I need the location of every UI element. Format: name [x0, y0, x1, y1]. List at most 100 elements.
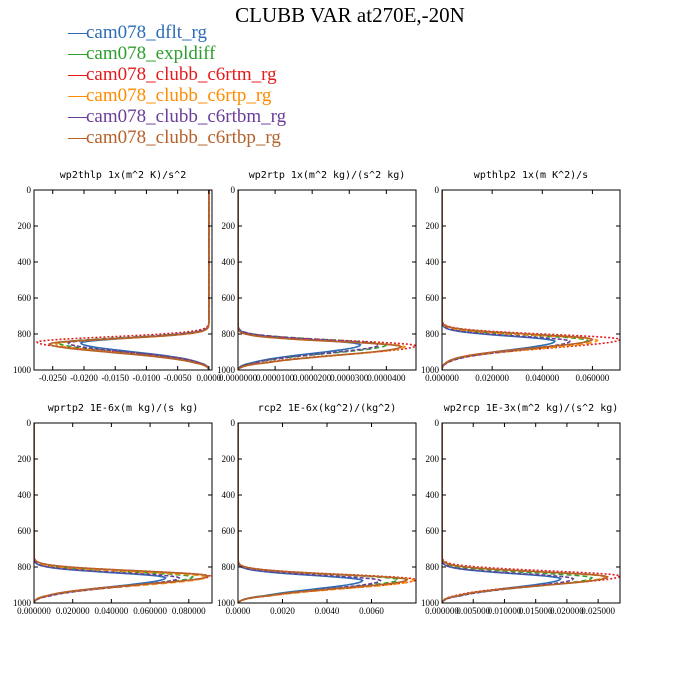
series-line — [442, 190, 599, 370]
legend-item: —cam078_clubb_c6rtbm_rg — [68, 106, 286, 127]
x-tick-label: 0.025000 — [581, 606, 615, 616]
legend-label: cam078_clubb_c6rtbp_rg — [86, 127, 281, 148]
chart-title: wprtp2 1E-6x(m kg)/(s kg) — [48, 403, 199, 414]
y-tick-label: 0 — [231, 185, 236, 195]
legend-item: —cam078_expldiff — [68, 43, 286, 64]
series-line — [238, 190, 362, 370]
series-line — [442, 423, 575, 603]
y-tick-label: 1000 — [421, 598, 440, 608]
series-line — [34, 423, 195, 603]
legend-item: —cam078_clubb_c6rtbp_rg — [68, 127, 286, 148]
y-tick-label: 800 — [426, 562, 440, 572]
x-tick-label: 0.010000 — [488, 606, 522, 616]
x-tick-label: 0.0000100 — [256, 373, 295, 383]
series-line — [34, 423, 210, 603]
x-tick-label: 0.0000000 — [219, 373, 258, 383]
x-tick-label: 0.040000 — [95, 606, 129, 616]
y-tick-label: 800 — [426, 329, 440, 339]
chart-title: rcp2 1E-6x(kg^2)/(kg^2) — [258, 403, 396, 414]
legend-item: —cam078_dflt_rg — [68, 22, 286, 43]
figure-title: CLUBB VAR at270E,-20N — [235, 3, 465, 27]
series-group — [35, 190, 210, 370]
chart-panel-6: wp2rcp 1E-3x(m^2 kg)/(s^2 kg) 0 200 400 600 8… — [421, 403, 621, 616]
y-tick-label: 600 — [18, 293, 32, 303]
y-tick-label: 600 — [426, 526, 440, 536]
x-tick-label: -0.0050 — [164, 373, 192, 383]
chart-panel-5: rcp2 1E-6x(kg^2)/(kg^2) 0 200 400 600 800 1000… — [217, 403, 417, 616]
legend-label: cam078_clubb_c6rtm_rg — [86, 64, 277, 85]
x-tick-label: 0.0000 — [226, 606, 251, 616]
y-tick-label: 200 — [18, 221, 32, 231]
series-line — [54, 190, 210, 370]
x-tick-label: 0.020000 — [475, 373, 509, 383]
x-tick-label: 0.060000 — [576, 373, 610, 383]
y-tick-label: 0 — [231, 418, 236, 428]
x-tick-label: 0.0000200 — [293, 373, 332, 383]
series-line — [67, 190, 210, 370]
series-line — [34, 423, 167, 603]
series-line — [442, 190, 556, 370]
y-tick-label: 200 — [426, 454, 440, 464]
plot-frame — [441, 422, 621, 604]
legend-item: —cam078_clubb_c6rtm_rg — [68, 64, 286, 85]
y-tick-label: 600 — [18, 526, 32, 536]
series-group — [442, 190, 620, 370]
series-line — [238, 190, 407, 370]
x-tick-label: 0.020000 — [56, 606, 90, 616]
x-tick-label: 0.000000 — [425, 606, 459, 616]
series-line — [79, 190, 210, 370]
chart-panel-2: wp2rtp 1x(m^2 kg)/(s^2 kg) 0 200 400 600 800 1… — [217, 170, 417, 383]
series-line — [238, 190, 381, 370]
x-tick-label: -0.0100 — [133, 373, 161, 383]
x-tick-label: 0.0040 — [315, 606, 340, 616]
y-tick-label: 400 — [222, 257, 236, 267]
chart-title: wp2thlp 1x(m^2 K)/s^2 — [60, 170, 186, 181]
series-line — [238, 423, 382, 603]
x-tick-label: 0.0060 — [359, 606, 384, 616]
series-line — [442, 190, 572, 370]
x-tick-label: 0.015000 — [519, 606, 553, 616]
series-line — [238, 190, 416, 370]
y-tick-label: 200 — [222, 454, 236, 464]
legend: —cam078_dflt_rg —cam078_expldiff —cam078_c… — [68, 22, 286, 148]
series-line — [442, 190, 594, 370]
chart-panel-4: wprtp2 1E-6x(m kg)/(s kg) 0 200 400 600 800 10… — [13, 403, 213, 616]
x-tick-label: 0.060000 — [133, 606, 167, 616]
y-tick-label: 600 — [222, 293, 236, 303]
x-tick-label: 0.0020 — [270, 606, 295, 616]
x-tick-label: -0.0200 — [70, 373, 98, 383]
y-tick-label: 600 — [222, 526, 236, 536]
series-line — [442, 423, 609, 603]
legend-label: cam078_clubb_c6rtbm_rg — [86, 106, 287, 127]
series-group — [238, 423, 416, 603]
y-tick-label: 1000 — [13, 598, 32, 608]
series-line — [238, 423, 409, 603]
legend-item: —cam078_clubb_c6rtp_rg — [68, 85, 286, 106]
y-tick-label: 1000 — [421, 365, 440, 375]
y-tick-label: 800 — [222, 562, 236, 572]
series-group — [34, 423, 212, 603]
y-tick-label: 0 — [27, 418, 32, 428]
y-tick-label: 400 — [222, 490, 236, 500]
chart-title: wp2rcp 1E-3x(m^2 kg)/(s^2 kg) — [444, 403, 619, 414]
plot-frame — [33, 422, 213, 604]
y-tick-label: 0 — [27, 185, 32, 195]
y-tick-label: 400 — [18, 490, 32, 500]
x-tick-label: 0.000000 — [425, 373, 459, 383]
y-tick-label: 800 — [18, 329, 32, 339]
legend-label: cam078_expldiff — [86, 43, 216, 64]
y-tick-label: 200 — [426, 221, 440, 231]
y-tick-label: 0 — [435, 418, 440, 428]
y-tick-label: 1000 — [217, 365, 236, 375]
chart-title: wp2rtp 1x(m^2 kg)/(s^2 kg) — [249, 170, 406, 181]
legend-label: cam078_clubb_c6rtp_rg — [86, 85, 272, 106]
y-tick-label: 800 — [18, 562, 32, 572]
chart-title: wpthlp2 1x(m K^2)/s — [474, 170, 588, 181]
plot-frame — [33, 189, 213, 371]
plot-frame — [441, 189, 621, 371]
x-tick-label: -0.0150 — [101, 373, 129, 383]
x-tick-label: 0.0000300 — [330, 373, 369, 383]
series-line — [442, 423, 606, 603]
y-tick-label: 200 — [222, 221, 236, 231]
